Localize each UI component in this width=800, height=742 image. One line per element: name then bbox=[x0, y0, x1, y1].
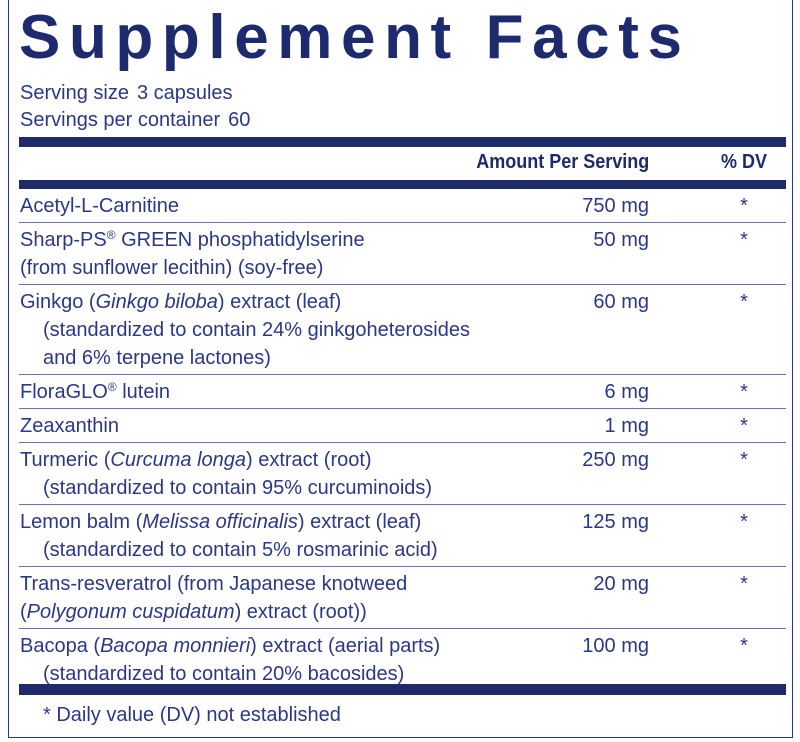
amount: 20 mg bbox=[593, 573, 649, 595]
amount: 1 mg bbox=[604, 415, 649, 437]
amount: 6 mg bbox=[604, 381, 649, 403]
registered-mark: ® bbox=[107, 380, 117, 394]
amount: 50 mg bbox=[593, 229, 649, 251]
amount: 125 mg bbox=[582, 511, 649, 533]
daily-value: * bbox=[740, 449, 748, 471]
daily-value: * bbox=[740, 381, 748, 403]
ingredient-line: Trans-resveratrol (from Japanese knotwee… bbox=[19, 570, 786, 598]
ingredient-text: and 6% terpene lactones) bbox=[43, 347, 271, 369]
ingredient-line: Sharp-PS® GREEN phosphatidylserine bbox=[19, 226, 786, 254]
ingredient-row: Trans-resveratrol (from Japanese knotwee… bbox=[19, 567, 786, 629]
thick-rule bbox=[19, 180, 786, 189]
ingredient-line: Bacopa (Bacopa monnieri) extract (aerial… bbox=[19, 632, 786, 660]
ingredient-line: Ginkgo (Ginkgo biloba) extract (leaf) bbox=[19, 288, 786, 316]
thick-rule bbox=[19, 137, 786, 147]
servings-label: Servings per container bbox=[20, 109, 221, 131]
table-rows: Acetyl-L-Carnitine 750 mg * Sharp-PS® GREEN… bbox=[19, 189, 786, 690]
servings-per-container: Servings per container 60 bbox=[20, 107, 250, 133]
ingredient-text: Lemon balm ( bbox=[20, 511, 143, 533]
amount: 100 mg bbox=[582, 635, 649, 657]
ingredient-text: Turmeric ( bbox=[20, 449, 111, 471]
ingredient-text: (from sunflower lecithin) (soy-free) bbox=[20, 257, 324, 279]
title: Supplement Facts bbox=[19, 3, 691, 72]
ingredient-row: Ginkgo (Ginkgo biloba) extract (leaf) (st… bbox=[19, 285, 786, 375]
ingredient-text: Zeaxanthin bbox=[20, 415, 119, 437]
ingredient-text: (standardized to contain 5% rosmarinic a… bbox=[43, 539, 438, 561]
supplement-facts-label: Supplement Facts Serving size 3 capsules … bbox=[8, 0, 793, 738]
ingredient-text: ) extract (leaf) bbox=[297, 511, 422, 533]
daily-value: * bbox=[740, 195, 748, 217]
italic-text: Polygonum cuspidatum bbox=[26, 601, 235, 623]
ingredient-line: Turmeric (Curcuma longa) extract (root) bbox=[19, 446, 786, 474]
ingredient-text: Bacopa ( bbox=[20, 635, 101, 657]
thick-rule bbox=[19, 684, 786, 695]
ingredient-row: Acetyl-L-Carnitine 750 mg * bbox=[19, 189, 786, 223]
servings-value: 60 bbox=[228, 109, 251, 131]
ingredient-text: (standardized to contain 95% curcuminoid… bbox=[43, 477, 433, 499]
ingredient-row: Turmeric (Curcuma longa) extract (root) (… bbox=[19, 443, 786, 505]
registered-mark: ® bbox=[106, 228, 116, 242]
ingredient-row: Sharp-PS® GREEN phosphatidylserine (from … bbox=[19, 223, 786, 285]
ingredient-line: Zeaxanthin bbox=[19, 412, 786, 440]
ingredient-row: Bacopa (Bacopa monnieri) extract (aerial… bbox=[19, 629, 786, 690]
footnote: * Daily value (DV) not established bbox=[43, 704, 341, 726]
italic-text: Bacopa monnieri bbox=[100, 635, 251, 657]
daily-value: * bbox=[740, 291, 748, 313]
ingredient-line: and 6% terpene lactones) bbox=[19, 344, 786, 372]
ingredient-text: ) extract (root) bbox=[246, 449, 372, 471]
daily-value: * bbox=[740, 415, 748, 437]
amount: 750 mg bbox=[582, 195, 649, 217]
amount: 250 mg bbox=[582, 449, 649, 471]
table-header: Amount Per Serving % DV bbox=[19, 147, 786, 180]
ingredient-text: Acetyl-L-Carnitine bbox=[20, 195, 179, 217]
amount-header: Amount Per Serving bbox=[475, 151, 649, 173]
daily-value: * bbox=[740, 573, 748, 595]
ingredient-text: Sharp-PS bbox=[20, 229, 107, 251]
ingredient-row: Lemon balm (Melissa officinalis) extract… bbox=[19, 505, 786, 567]
ingredient-line: Acetyl-L-Carnitine bbox=[19, 192, 786, 220]
ingredient-text: ( bbox=[20, 601, 27, 623]
serving-size-label: Serving size bbox=[20, 82, 129, 104]
ingredient-row: FloraGLO® lutein 6 mg * bbox=[19, 375, 786, 409]
ingredient-line: (standardized to contain 20% bacosides) bbox=[19, 660, 786, 688]
serving-size: Serving size 3 capsules bbox=[20, 80, 233, 106]
ingredient-text: GREEN phosphatidylserine bbox=[115, 229, 365, 251]
italic-text: Melissa officinalis bbox=[142, 511, 298, 533]
daily-value: * bbox=[740, 229, 748, 251]
ingredient-text: (standardized to contain 24% ginkgoheter… bbox=[43, 319, 470, 341]
ingredient-line: (standardized to contain 24% ginkgoheter… bbox=[19, 316, 786, 344]
daily-value: * bbox=[740, 511, 748, 533]
ingredient-text: ) extract (root)) bbox=[234, 601, 367, 623]
ingredient-line: (standardized to contain 95% curcuminoid… bbox=[19, 474, 786, 502]
serving-size-value: 3 capsules bbox=[136, 82, 233, 104]
ingredient-line: FloraGLO® lutein bbox=[19, 378, 786, 406]
daily-value: * bbox=[740, 635, 748, 657]
amount: 60 mg bbox=[593, 291, 649, 313]
italic-text: Curcuma longa bbox=[110, 449, 246, 471]
italic-text: Ginkgo biloba bbox=[95, 291, 218, 313]
ingredient-text: Ginkgo ( bbox=[20, 291, 96, 313]
ingredient-line: Lemon balm (Melissa officinalis) extract… bbox=[19, 508, 786, 536]
ingredient-text: ) extract (aerial parts) bbox=[250, 635, 441, 657]
ingredient-row: Zeaxanthin 1 mg * bbox=[19, 409, 786, 443]
ingredient-line: (from sunflower lecithin) (soy-free) bbox=[19, 254, 786, 282]
ingredient-line: (Polygonum cuspidatum) extract (root)) bbox=[19, 598, 786, 626]
ingredient-text: (standardized to contain 20% bacosides) bbox=[43, 663, 405, 685]
ingredient-text: Trans-resveratrol (from Japanese knotwee… bbox=[20, 573, 408, 595]
dv-header: % DV bbox=[720, 151, 768, 173]
ingredient-text: lutein bbox=[116, 381, 171, 403]
ingredient-text: FloraGLO bbox=[20, 381, 108, 403]
ingredient-line: (standardized to contain 5% rosmarinic a… bbox=[19, 536, 786, 564]
ingredient-text: ) extract (leaf) bbox=[217, 291, 342, 313]
